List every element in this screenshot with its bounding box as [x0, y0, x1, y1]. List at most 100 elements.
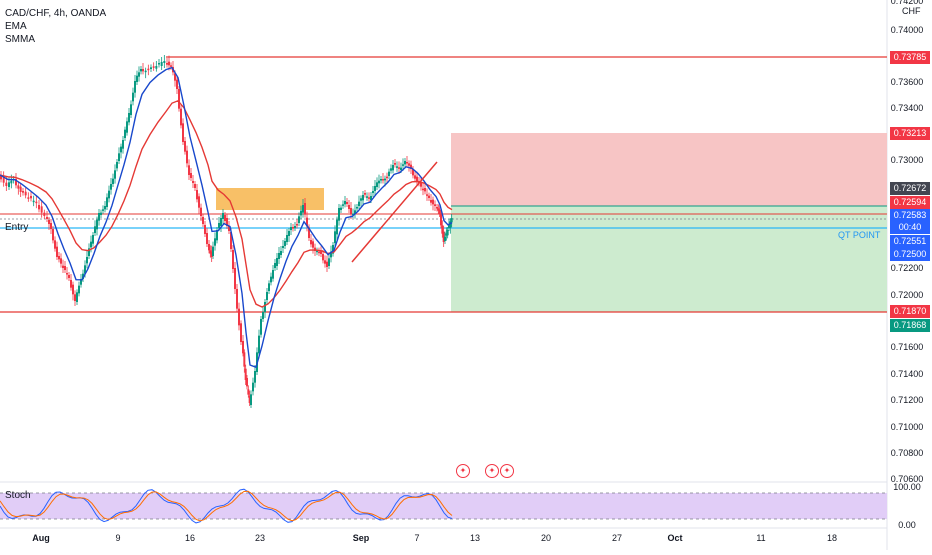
candle-body — [202, 217, 204, 224]
ema-legend[interactable]: EMA — [5, 21, 27, 32]
candle-body — [19, 186, 22, 192]
entry-label: Entry — [5, 222, 29, 233]
candle-body — [208, 244, 210, 251]
candle-body — [232, 250, 234, 269]
time-axis[interactable]: Aug 9 16 23 Sep 7 13 20 27 Oct 11 18 — [32, 533, 837, 543]
stoch-d-line — [0, 490, 453, 522]
canada-event-icon[interactable]: ✦ — [500, 464, 514, 478]
stop-loss-zone[interactable] — [451, 133, 887, 206]
trend-line[interactable] — [351, 161, 438, 263]
symbol-title[interactable]: CAD/CHF, 4h, OANDA — [5, 8, 107, 19]
candle-body — [270, 276, 272, 283]
candle-body — [445, 233, 448, 236]
smma-legend[interactable]: SMMA — [5, 34, 35, 45]
price-tick-label: 0.71000 — [891, 422, 924, 432]
candle-body — [43, 212, 46, 216]
candle-body — [174, 73, 176, 81]
candle-body — [390, 168, 392, 171]
candle-body — [358, 201, 360, 206]
candle-body — [388, 171, 390, 176]
candle-body — [292, 227, 294, 229]
candle-body — [116, 162, 118, 169]
candle-body — [286, 235, 288, 242]
candle-body — [98, 213, 100, 221]
candle-body — [124, 129, 126, 138]
stoch-tick-label: 100.00 — [893, 482, 921, 492]
candle-body — [362, 195, 364, 201]
candle-body — [354, 210, 356, 214]
ema-line — [0, 66, 453, 369]
candle-body — [68, 275, 70, 278]
candle-body — [280, 251, 282, 255]
candle-body — [344, 201, 346, 205]
time-tick-label: 9 — [115, 533, 120, 543]
candle-body — [76, 292, 78, 302]
candle-body — [340, 207, 342, 210]
candle-body — [446, 230, 449, 236]
stoch-tick-label: 0.00 — [898, 520, 916, 530]
price-tick-label: 0.74200 — [891, 0, 924, 6]
candle-body — [247, 389, 250, 395]
canada-event-icon[interactable]: ✦ — [456, 464, 470, 478]
candle-body — [0, 175, 2, 180]
candle-body — [222, 213, 224, 219]
candle-body — [442, 231, 445, 242]
candle-body — [288, 231, 290, 236]
price-axis[interactable]: 0.74000 0.73600 0.73400 0.73000 0.72200 0.720… — [891, 0, 924, 530]
candle-body — [114, 170, 116, 179]
candle-body — [332, 245, 334, 254]
candle-body — [50, 223, 52, 229]
candle-body — [404, 161, 406, 165]
stoch-legend[interactable]: Stoch — [5, 490, 31, 501]
price-tag: 0.72551 — [890, 235, 930, 248]
candle-body — [284, 241, 286, 246]
candle-body — [158, 63, 160, 65]
price-tick-label: 0.74000 — [891, 25, 924, 35]
candle-body — [430, 200, 432, 203]
candle-body — [220, 218, 222, 226]
candle-body — [374, 186, 376, 191]
price-tick-label: 0.71400 — [891, 369, 924, 379]
candle-body — [86, 257, 88, 264]
candle-body — [52, 229, 54, 241]
supply-zone[interactable] — [216, 188, 324, 210]
candle-body — [372, 191, 374, 193]
candle-body — [428, 195, 430, 198]
candle-body — [318, 251, 320, 254]
candle-body — [5, 182, 8, 186]
candle-body — [410, 164, 412, 169]
candle-body — [212, 246, 214, 256]
take-profit-zone[interactable] — [451, 206, 887, 312]
candle-body — [138, 72, 140, 77]
candle-body — [380, 179, 382, 181]
candle-body — [104, 206, 106, 210]
candle-body — [424, 188, 426, 192]
candle-body — [122, 140, 124, 149]
candle-body — [356, 207, 358, 209]
candle-body — [27, 197, 30, 199]
candle-body — [366, 196, 368, 198]
candle-body — [312, 241, 314, 248]
candle-body — [406, 162, 408, 164]
candle-body — [132, 92, 134, 102]
candle-body — [58, 256, 60, 260]
candle-body — [326, 261, 328, 267]
canada-event-icon[interactable]: ✦ — [485, 464, 499, 478]
candle-body — [10, 180, 13, 184]
candle-body — [314, 247, 316, 251]
candle-body — [64, 266, 66, 270]
candle-body — [108, 190, 110, 199]
candle-body — [218, 223, 220, 228]
candle-body — [17, 185, 20, 189]
candle-body — [56, 246, 58, 257]
candle-body — [426, 194, 428, 196]
candle-body — [386, 176, 388, 179]
price-tick-label: 0.72000 — [891, 290, 924, 300]
price-tag: 0.71868 — [890, 319, 930, 332]
candle-body — [150, 67, 152, 69]
candle-body — [100, 212, 102, 215]
candle-body — [126, 121, 128, 133]
smma-line — [0, 99, 453, 308]
candle-body — [392, 165, 394, 171]
